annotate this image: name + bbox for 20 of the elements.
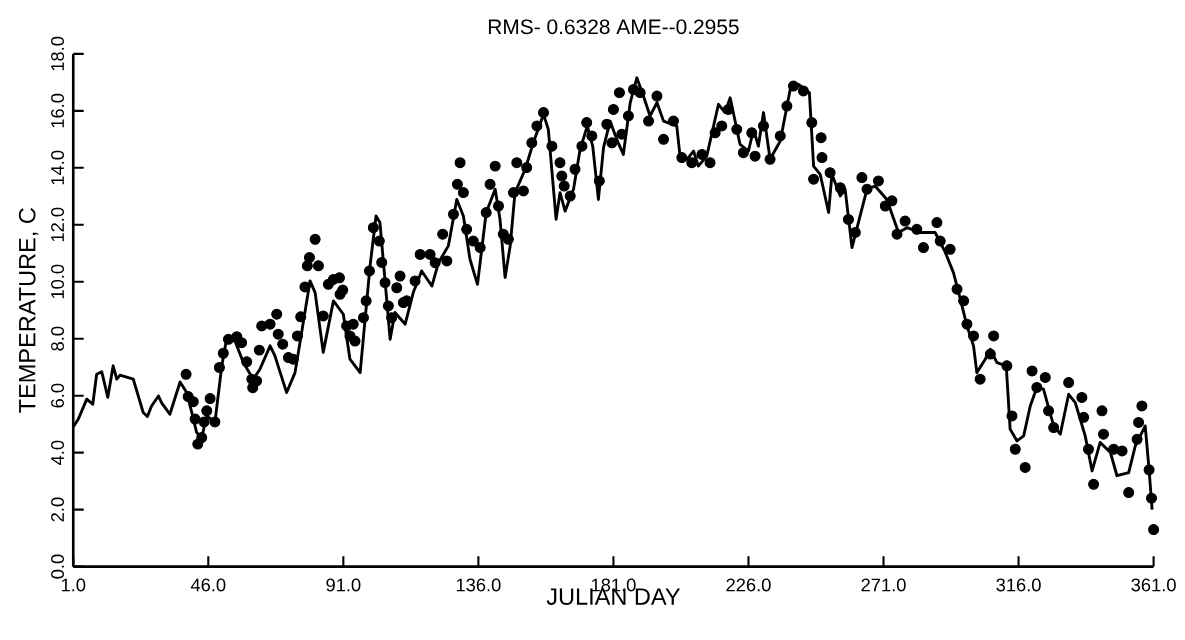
y-axis-title: TEMPERATURE, C [18, 208, 39, 413]
x-tick-label: 46.0 [190, 578, 226, 592]
x-tick-label: 1.0 [61, 578, 86, 592]
y-tick-label: 8.0 [51, 326, 64, 351]
y-tick-label: 14.0 [51, 150, 64, 185]
x-tick-label: 226.0 [726, 578, 771, 592]
x-tick-label: 91.0 [326, 578, 361, 592]
chart-title: RMS- 0.6328 AME--0.2955 [488, 19, 739, 35]
y-tick-label: 12.0 [51, 207, 64, 242]
y-tick-label: 6.0 [51, 383, 64, 408]
y-tick-label: 16.0 [51, 93, 64, 128]
y-tick-label: 2.0 [51, 497, 64, 522]
y-tick-label: 4.0 [51, 440, 64, 466]
x-tick-label: 316.0 [996, 578, 1041, 592]
y-tick-label: 10.0 [51, 264, 64, 299]
x-tick-label: 271.0 [861, 578, 906, 592]
y-tick-label: 0.0 [51, 554, 64, 579]
y-tick-label: 18.0 [51, 36, 64, 71]
x-tick-label: 361.0 [1131, 578, 1176, 592]
x-tick-label: 136.0 [456, 578, 501, 592]
